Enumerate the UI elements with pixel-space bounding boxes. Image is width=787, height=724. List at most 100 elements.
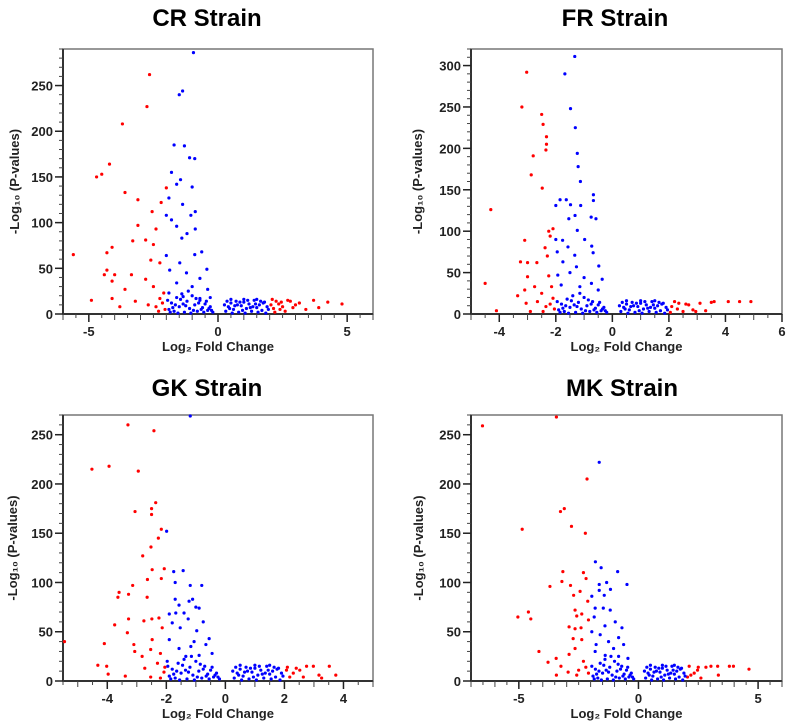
data-point <box>602 593 606 597</box>
x-axis-label: Log₂ Fold Change <box>571 706 683 721</box>
data-point <box>626 311 630 315</box>
data-point <box>207 306 211 311</box>
data-point <box>286 298 290 302</box>
data-point <box>565 297 569 301</box>
data-point <box>136 469 140 473</box>
data-point <box>198 298 202 302</box>
data-point <box>641 307 646 311</box>
data-point <box>187 306 192 311</box>
data-point <box>559 283 563 287</box>
data-point <box>89 298 94 302</box>
data-point <box>340 302 344 306</box>
data-point <box>154 227 158 231</box>
data-point <box>675 307 679 311</box>
data-point <box>96 663 100 667</box>
chart-title: MK Strain <box>566 375 678 402</box>
data-point <box>209 308 214 312</box>
data-point <box>617 654 621 658</box>
data-point <box>544 135 549 139</box>
data-point <box>629 304 633 309</box>
data-point <box>158 296 162 301</box>
data-point <box>615 669 619 673</box>
data-point <box>658 309 663 313</box>
data-point <box>123 287 127 291</box>
data-point <box>173 676 177 680</box>
data-point <box>113 273 117 277</box>
data-point <box>568 583 573 588</box>
data-point <box>278 678 282 682</box>
data-point <box>623 677 627 681</box>
data-point <box>156 536 160 540</box>
data-point <box>480 424 485 428</box>
data-point <box>678 667 682 671</box>
data-point <box>193 210 197 214</box>
data-point <box>529 617 533 621</box>
data-point <box>171 306 175 310</box>
data-point <box>611 678 615 682</box>
data-point <box>197 606 201 610</box>
data-point <box>118 305 122 309</box>
data-point <box>602 663 606 667</box>
data-point <box>620 300 624 305</box>
data-point <box>170 621 174 625</box>
data-point <box>620 664 624 668</box>
data-point <box>164 253 168 258</box>
data-point <box>230 311 234 315</box>
data-point <box>190 284 194 289</box>
data-point <box>592 308 596 312</box>
data-point <box>209 668 213 672</box>
data-point <box>669 671 673 675</box>
data-point <box>582 275 586 280</box>
data-point <box>597 588 601 592</box>
data-point <box>166 298 170 302</box>
data-point <box>126 423 130 427</box>
data-point <box>261 301 265 305</box>
data-point <box>660 666 664 670</box>
data-point <box>573 608 577 612</box>
data-point <box>568 305 572 309</box>
x-tick-label: 0 <box>214 324 221 339</box>
data-point <box>698 301 702 305</box>
data-point <box>156 309 161 313</box>
data-point <box>253 663 257 667</box>
data-point <box>178 178 183 182</box>
data-point <box>263 671 267 675</box>
data-point <box>561 570 565 574</box>
data-point <box>257 664 261 668</box>
data-point <box>575 304 579 309</box>
data-point <box>194 605 198 609</box>
data-point <box>712 299 716 304</box>
data-point <box>642 669 647 673</box>
data-point <box>273 675 278 679</box>
data-point <box>255 306 259 310</box>
data-point <box>193 157 197 161</box>
data-point <box>566 245 570 249</box>
y-tick-label: 50 <box>447 266 461 281</box>
data-point <box>182 611 186 615</box>
data-point <box>102 273 106 277</box>
data-point <box>167 291 171 295</box>
data-point <box>248 666 253 670</box>
data-point <box>683 674 687 678</box>
data-point <box>573 646 577 651</box>
data-point <box>599 566 603 570</box>
data-point <box>518 260 523 264</box>
data-point <box>193 253 197 257</box>
data-point <box>670 304 674 309</box>
y-tick-label: 250 <box>31 428 53 443</box>
data-point <box>240 678 244 682</box>
data-point <box>566 311 571 315</box>
data-point <box>564 198 568 202</box>
data-point <box>191 673 195 677</box>
data-point <box>572 303 576 307</box>
data-point <box>133 509 137 514</box>
data-point <box>525 70 529 74</box>
data-point <box>591 198 596 203</box>
data-point <box>600 671 605 675</box>
data-point <box>494 309 499 313</box>
data-point <box>279 671 284 675</box>
data-point <box>559 302 564 306</box>
series-not-significant <box>554 54 670 315</box>
chart-title: FR Strain <box>562 5 669 32</box>
data-point <box>581 311 585 315</box>
